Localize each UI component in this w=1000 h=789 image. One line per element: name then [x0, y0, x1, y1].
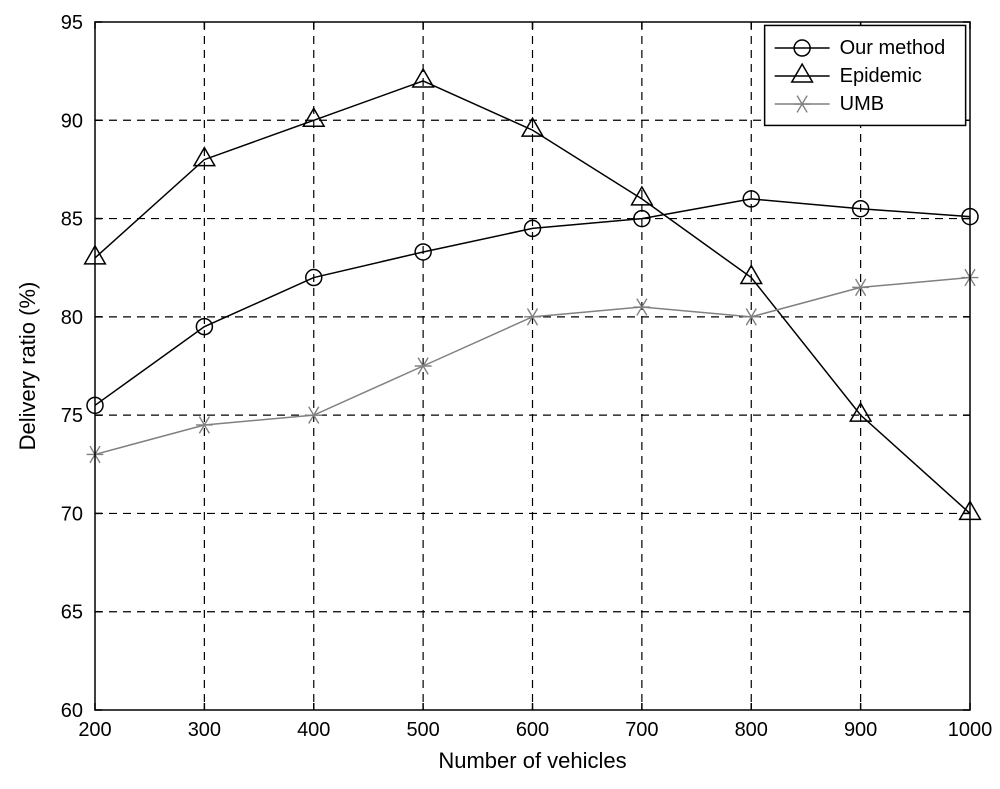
- y-tick-label: 80: [61, 307, 83, 329]
- legend-label: UMB: [840, 93, 884, 115]
- legend-label: Epidemic: [840, 65, 922, 87]
- y-tick-label: 60: [61, 700, 83, 722]
- x-axis-label: Number of vehicles: [438, 748, 626, 773]
- legend-entry: Our method: [775, 37, 946, 59]
- x-tick-label: 700: [625, 719, 658, 741]
- y-tick-label: 90: [61, 110, 83, 132]
- x-tick-label: 200: [78, 719, 111, 741]
- y-tick-label: 85: [61, 209, 83, 231]
- x-tick-label: 500: [406, 719, 439, 741]
- y-tick-label: 75: [61, 405, 83, 427]
- x-tick-label: 600: [516, 719, 549, 741]
- y-tick-label: 65: [61, 602, 83, 624]
- x-tick-label: 400: [297, 719, 330, 741]
- y-tick-label: 70: [61, 503, 83, 525]
- x-tick-label: 800: [735, 719, 768, 741]
- y-tick-label: 95: [61, 12, 83, 34]
- line-chart: 200 300 400 500 600 700 800 900 1000 60 65 70 75 80 85…: [0, 0, 1000, 789]
- chart-container: 200 300 400 500 600 700 800 900 1000 60 65 70 75 80 85…: [0, 0, 1000, 789]
- x-tick-label: 300: [188, 719, 221, 741]
- y-axis-label: Delivery ratio (%): [15, 282, 40, 451]
- x-tick-label: 900: [844, 719, 877, 741]
- legend-label: Our method: [840, 37, 946, 59]
- legend: Our method Epidemic UMB: [765, 25, 966, 125]
- x-tick-label: 1000: [948, 719, 993, 741]
